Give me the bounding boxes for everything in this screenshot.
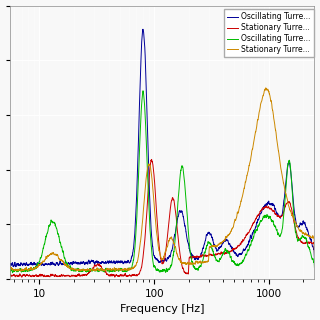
Stationary Turre... xyxy=(264,86,268,90)
Oscillating Turre... xyxy=(141,89,145,93)
Line: Oscillating Turre...: Oscillating Turre... xyxy=(10,91,315,276)
Oscillating Turre... xyxy=(274,226,278,230)
Oscillating Turre... xyxy=(307,232,310,236)
Stationary Turre... xyxy=(60,274,64,278)
Stationary Turre... xyxy=(313,251,316,254)
Oscillating Turre... xyxy=(60,262,64,266)
Oscillating Turre... xyxy=(8,270,12,274)
Oscillating Turre... xyxy=(125,269,129,273)
Legend: Oscillating Turre..., Stationary Turre..., Oscillating Turre..., Stationary Turr: Oscillating Turre..., Stationary Turre..… xyxy=(224,9,314,57)
Stationary Turre... xyxy=(313,254,316,258)
Stationary Turre... xyxy=(274,129,278,132)
X-axis label: Frequency [Hz]: Frequency [Hz] xyxy=(120,304,204,315)
Oscillating Turre... xyxy=(307,245,310,249)
Stationary Turre... xyxy=(8,276,12,279)
Stationary Turre... xyxy=(43,259,46,263)
Oscillating Turre... xyxy=(125,260,129,264)
Oscillating Turre... xyxy=(138,141,142,145)
Oscillating Turre... xyxy=(60,250,64,254)
Stationary Turre... xyxy=(138,270,142,274)
Stationary Turre... xyxy=(125,267,129,271)
Stationary Turre... xyxy=(60,259,64,263)
Oscillating Turre... xyxy=(313,259,316,262)
Line: Stationary Turre...: Stationary Turre... xyxy=(10,88,315,275)
Stationary Turre... xyxy=(138,244,142,248)
Oscillating Turre... xyxy=(313,266,316,269)
Oscillating Turre... xyxy=(138,94,142,98)
Oscillating Turre... xyxy=(43,263,46,267)
Oscillating Turre... xyxy=(274,208,278,212)
Stationary Turre... xyxy=(149,157,153,161)
Stationary Turre... xyxy=(43,274,46,277)
Oscillating Turre... xyxy=(43,242,46,246)
Stationary Turre... xyxy=(274,212,278,216)
Stationary Turre... xyxy=(307,240,310,244)
Oscillating Turre... xyxy=(8,274,12,278)
Stationary Turre... xyxy=(307,234,310,238)
Stationary Turre... xyxy=(8,273,12,277)
Line: Stationary Turre...: Stationary Turre... xyxy=(10,159,315,277)
Line: Oscillating Turre...: Oscillating Turre... xyxy=(10,29,315,272)
Stationary Turre... xyxy=(125,274,129,278)
Oscillating Turre... xyxy=(141,28,145,31)
